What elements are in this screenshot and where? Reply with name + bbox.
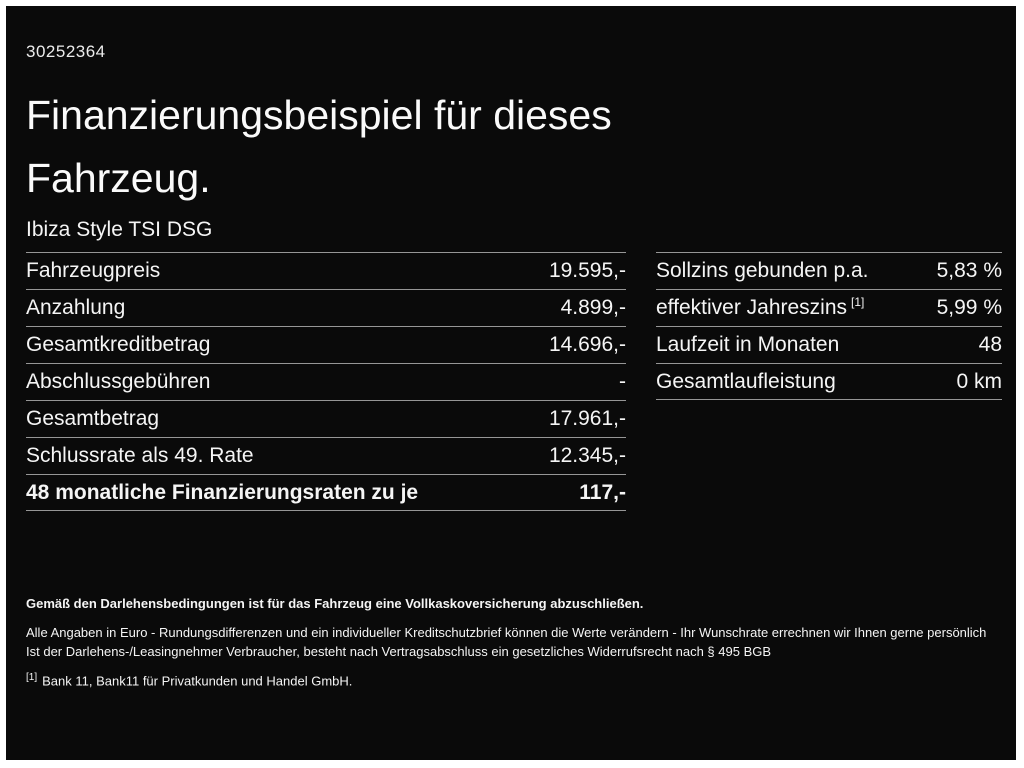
row-label-text: Laufzeit in Monaten [656,333,840,356]
footnote-text: Bank 11, Bank11 für Privatkunden und Han… [42,673,353,689]
row-value: 4.899,- [560,296,626,319]
bank-footnote: [1] Bank 11, Bank11 für Privatkunden und … [26,670,996,689]
row-value: 5,99 % [936,296,1002,319]
legal-footer: Gemäß den Darlehensbedingungen ist für d… [26,596,996,689]
row-label: Abschlussgebühren [26,370,211,393]
page-title-line-2: Fahrzeug. [26,155,211,201]
row-label-text: effektiver Jahreszins [656,296,848,319]
table-row: Anzahlung 4.899,- [26,289,626,326]
footnote-reference: [1] [851,295,865,309]
row-label: Schlussrate als 49. Rate [26,444,254,467]
row-label: Gesamtkreditbetrag [26,333,211,356]
row-value: - [619,370,626,393]
row-label: 48 monatliche Finanzierungsraten zu je [26,480,419,504]
row-value: 48 [978,333,1002,356]
row-label: effektiver Jahreszins [1] [656,296,864,320]
row-value: 0 km [956,369,1002,393]
row-label: Gesamtlaufleistung [656,370,840,394]
row-label: Sollzins gebunden p.a. [656,259,873,283]
table-row: effektiver Jahreszins [1] 5,99 % [656,289,1002,326]
row-label: Gesamtbetrag [26,407,160,430]
table-row-monthly-rate: 48 monatliche Finanzierungsraten zu je 1… [26,474,626,511]
footnote-marker: [1] [26,672,38,683]
row-value: 12.345,- [548,444,626,467]
disclaimer-line-1: Alle Angaben in Euro - Rundungsdifferenz… [26,625,987,640]
financing-table: Fahrzeugpreis 19.595,- Anzahlung 4.899,-… [26,252,626,511]
row-value: 19.595,- [548,259,626,282]
table-row: Schlussrate als 49. Rate 12.345,- [26,437,626,474]
row-label-text: Sollzins gebunden p.a. [656,259,869,282]
conditions-table: Sollzins gebunden p.a. 5,83 % effektiver… [656,252,1002,400]
insurance-note: Gemäß den Darlehensbedingungen ist für d… [26,596,644,611]
row-value: 17.961,- [548,407,626,430]
table-row: Gesamtlaufleistung 0 km [656,363,1002,400]
table-row: Laufzeit in Monaten 48 [656,326,1002,363]
row-label-text: Gesamtlaufleistung [656,369,836,393]
table-row: Fahrzeugpreis 19.595,- [26,252,626,289]
row-value: 5,83 % [936,259,1002,282]
page-title: Finanzierungsbeispiel für dieses Fahrzeu… [26,84,1002,210]
table-row: Sollzins gebunden p.a. 5,83 % [656,252,1002,289]
row-label: Laufzeit in Monaten [656,333,843,357]
financing-sheet: 30252364 Finanzierungsbeispiel für diese… [6,6,1016,760]
table-row: Abschlussgebühren - [26,363,626,400]
row-label: Fahrzeugpreis [26,259,161,282]
vehicle-model: Ibiza Style TSI DSG [26,218,213,241]
row-label: Anzahlung [26,296,126,319]
page-title-line-1: Finanzierungsbeispiel für dieses [26,92,612,138]
disclaimer-line-2: Ist der Darlehens-/Leasingnehmer Verbrau… [26,644,772,659]
financing-details: Fahrzeugpreis 19.595,- Anzahlung 4.899,-… [26,252,1002,511]
row-value: 117,- [579,480,626,504]
table-row: Gesamtkreditbetrag 14.696,- [26,326,626,363]
document-id: 30252364 [26,42,106,61]
table-row: Gesamtbetrag 17.961,- [26,400,626,437]
row-value: 14.696,- [548,333,626,356]
